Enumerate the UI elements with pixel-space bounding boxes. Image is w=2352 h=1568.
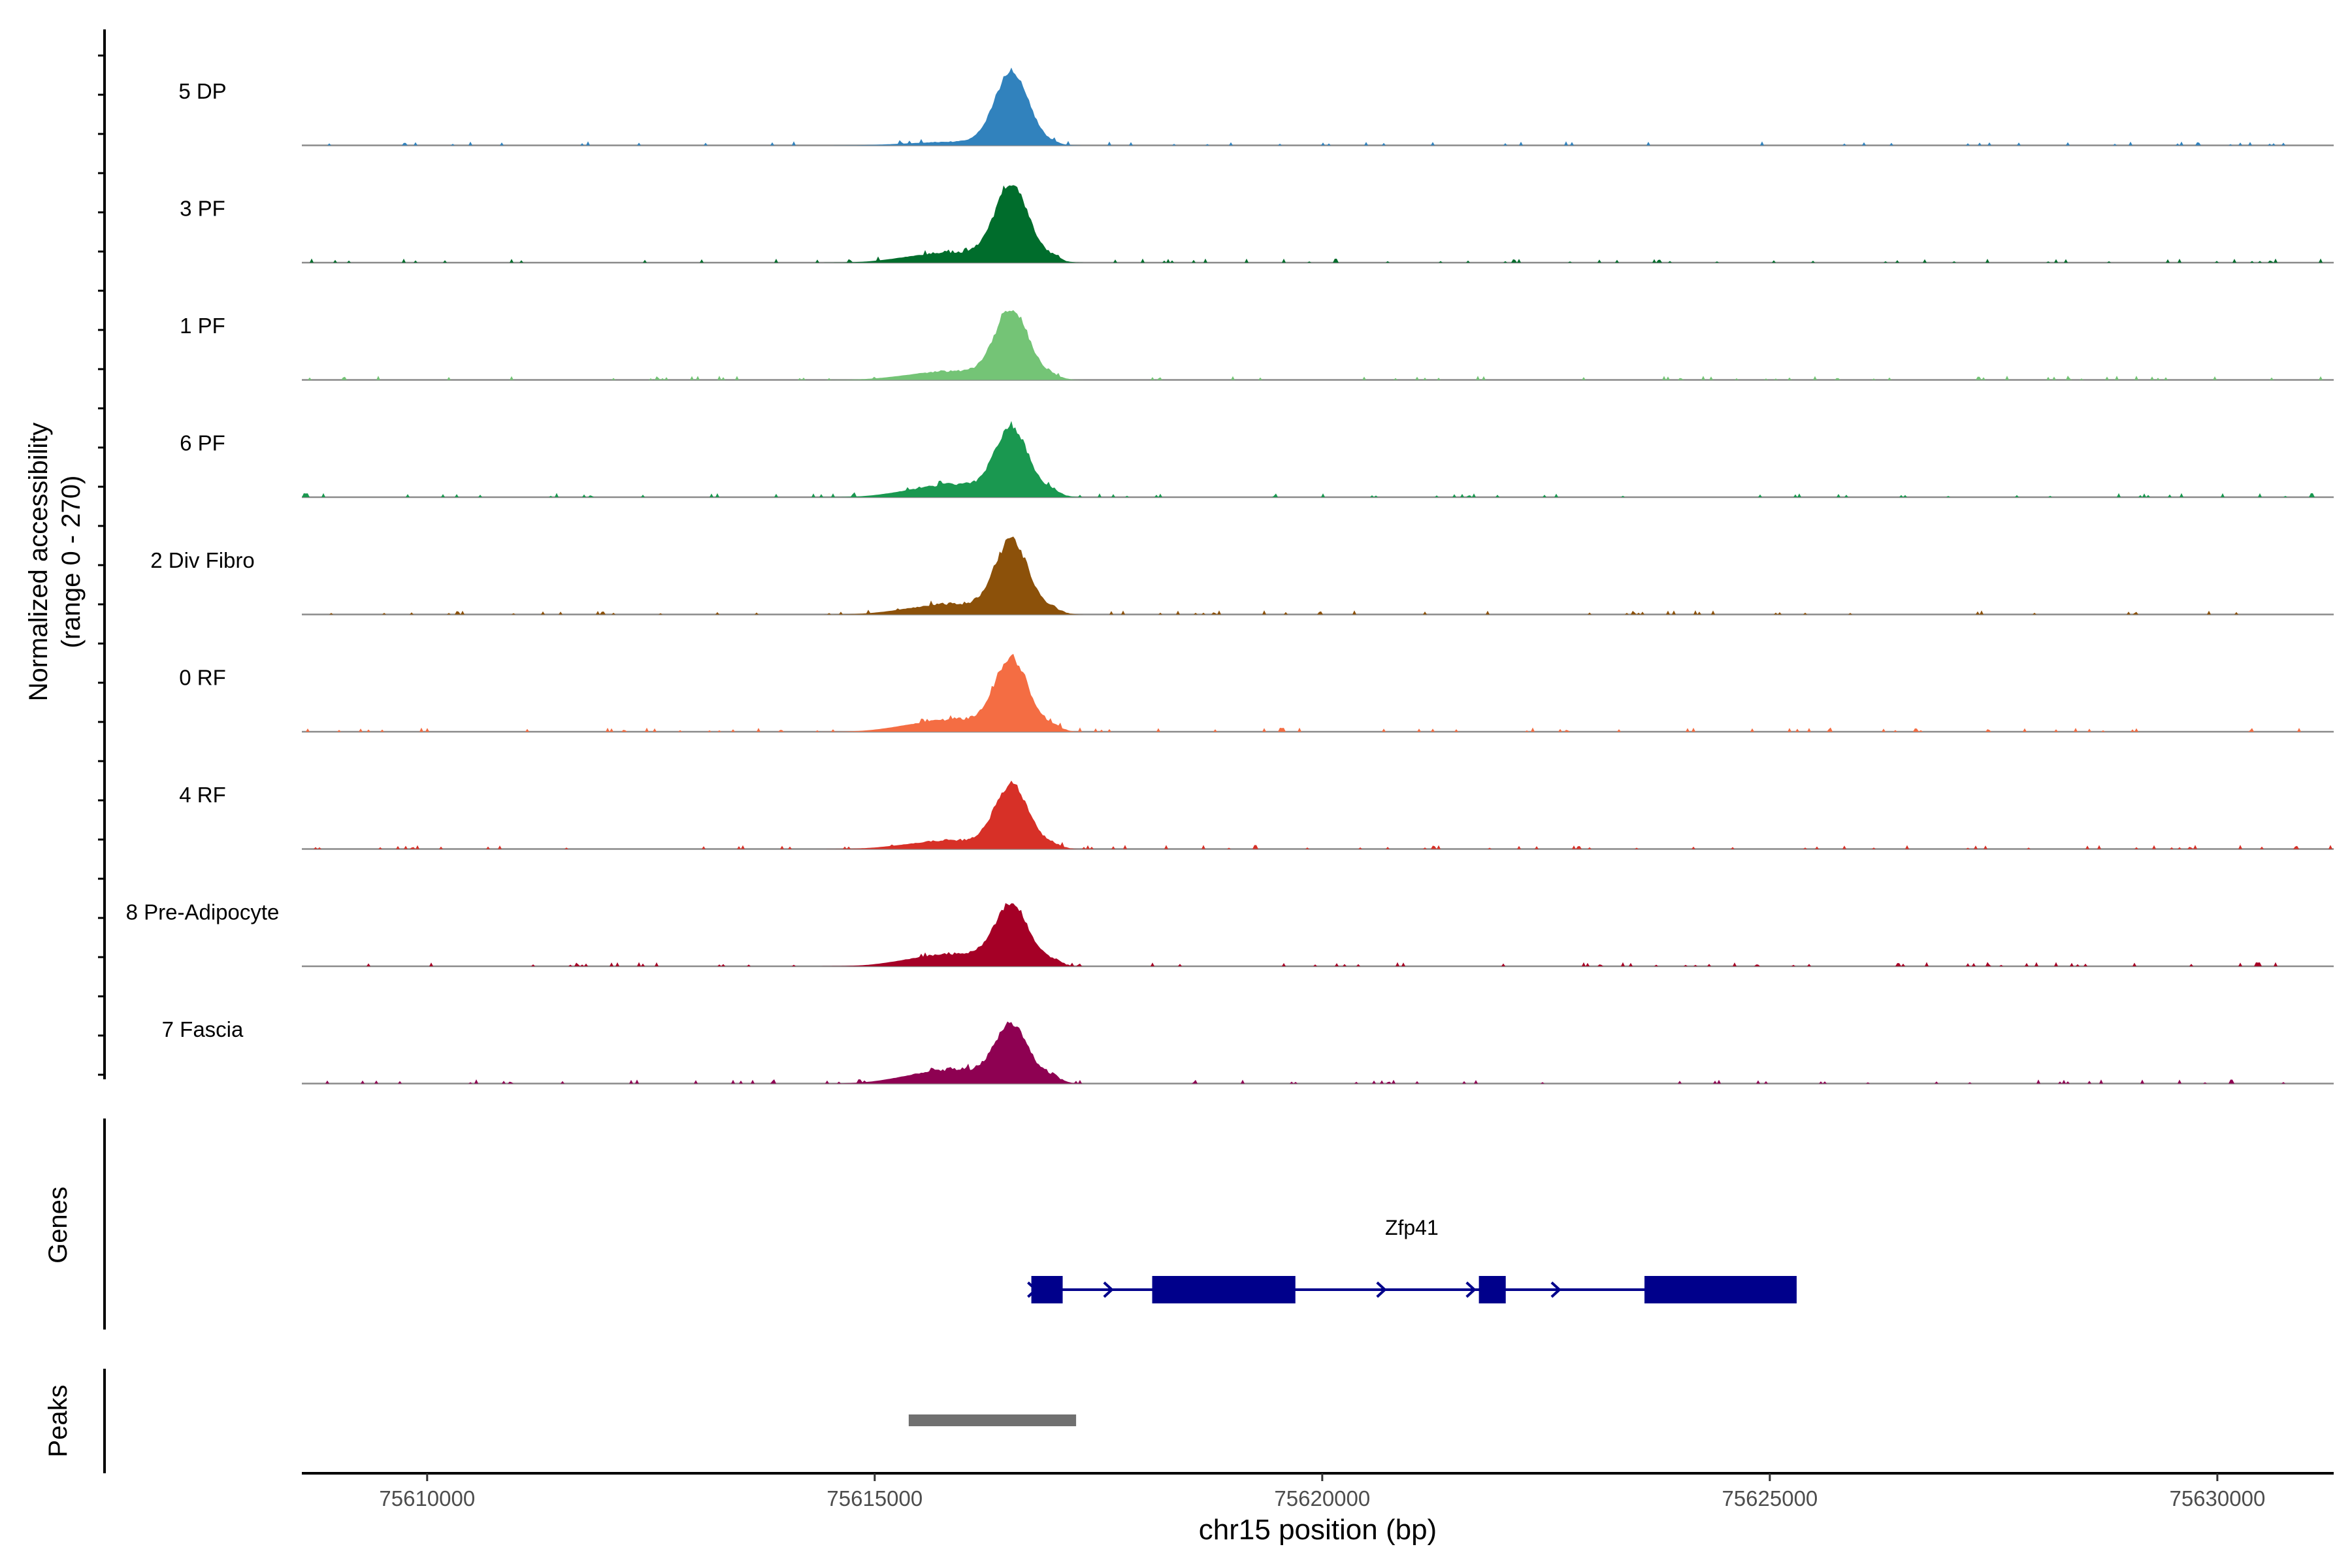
y-axis-label: Normalized accessibility <box>24 423 53 702</box>
track-label: 2 Div Fibro <box>150 548 255 572</box>
coverage-area <box>302 421 2334 497</box>
tracks-y-axis <box>98 29 106 1079</box>
gene-track <box>1027 1276 1797 1303</box>
x-tick-label: 75630000 <box>2169 1486 2265 1511</box>
coverage-tracks: 5 DP 3 PF 1 PF 6 PF 2 Div Fibro 0 RF 4 RF 8 Pre… <box>126 67 2334 1085</box>
genes-panel-label: Genes <box>44 1186 73 1264</box>
gene-exon <box>1152 1276 1296 1303</box>
track-label: 4 RF <box>179 783 226 807</box>
coverage-area <box>302 653 2334 732</box>
coverage-track: 6 PF <box>180 421 2334 498</box>
gene-strand-arrow <box>1376 1281 1387 1298</box>
gene-strand-arrow <box>1465 1281 1477 1298</box>
coverage-area <box>302 1021 2334 1084</box>
gene-strand-arrow <box>1103 1281 1114 1298</box>
x-tick-label: 75620000 <box>1274 1486 1370 1511</box>
x-tick-label: 75615000 <box>826 1486 923 1511</box>
gene-name-label: Zfp41 <box>1385 1216 1439 1239</box>
track-label: 3 PF <box>180 197 225 221</box>
track-label: 7 Fascia <box>162 1017 244 1041</box>
x-axis-label: chr15 position (bp) <box>1199 1514 1437 1546</box>
gene-strand-arrow <box>1550 1281 1561 1298</box>
track-label: 8 Pre-Adipocyte <box>126 900 280 924</box>
gene-exon <box>1478 1276 1506 1303</box>
coverage-track: 3 PF <box>180 185 2334 264</box>
track-label: 5 DP <box>178 79 226 103</box>
coverage-area <box>302 185 2334 263</box>
coverage-area <box>302 536 2334 615</box>
x-tick-label: 75610000 <box>379 1486 475 1511</box>
track-label: 0 RF <box>179 666 226 690</box>
coverage-track: 8 Pre-Adipocyte <box>126 900 2334 968</box>
gene-strand-arrow <box>1027 1281 1038 1298</box>
coverage-area <box>302 310 2334 380</box>
x-axis-ticks: 75610000 75615000 75620000 75625000 75630000 <box>379 1473 2265 1511</box>
gene-exon <box>1644 1276 1797 1303</box>
coverage-track: 0 RF <box>179 653 2334 733</box>
peak-region <box>908 1414 1077 1426</box>
y-axis-range-label: (range 0 - 270) <box>57 476 86 649</box>
coverage-area <box>302 67 2334 146</box>
coverage-area <box>302 780 2334 849</box>
coverage-track: 5 DP <box>178 67 2334 146</box>
coverage-track: 4 RF <box>179 780 2334 850</box>
track-label: 6 PF <box>180 431 225 455</box>
peak-track <box>908 1414 1077 1426</box>
coverage-track: 2 Div Fibro <box>150 536 2334 615</box>
track-label: 1 PF <box>180 314 225 338</box>
x-tick-label: 75625000 <box>1722 1486 1818 1511</box>
coverage-track: 7 Fascia <box>162 1017 2334 1085</box>
coverage-area <box>302 903 2334 966</box>
coverage-track: 1 PF <box>180 310 2334 381</box>
peaks-panel-label: Peaks <box>44 1384 73 1457</box>
